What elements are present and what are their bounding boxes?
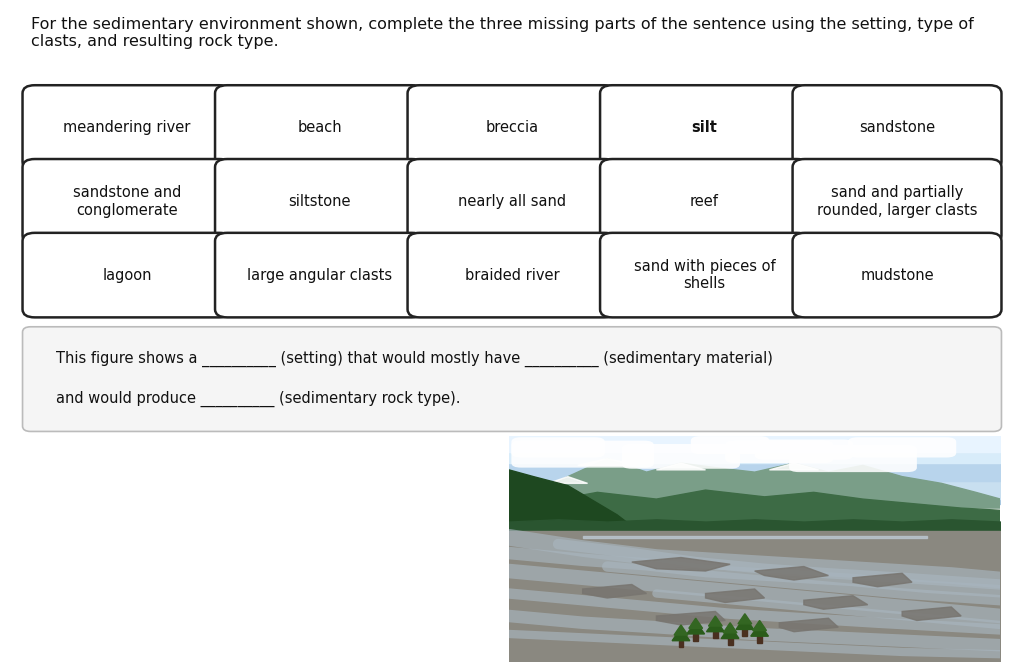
Text: sand and partially
rounded, larger clasts: sand and partially rounded, larger clast… bbox=[817, 185, 977, 217]
FancyBboxPatch shape bbox=[793, 159, 1001, 244]
Polygon shape bbox=[656, 463, 706, 470]
FancyBboxPatch shape bbox=[215, 159, 424, 244]
FancyBboxPatch shape bbox=[790, 445, 916, 472]
Polygon shape bbox=[728, 639, 732, 646]
Text: sandstone: sandstone bbox=[859, 120, 935, 135]
Polygon shape bbox=[713, 631, 718, 639]
Polygon shape bbox=[723, 623, 737, 633]
FancyBboxPatch shape bbox=[755, 440, 853, 460]
Text: braided river: braided river bbox=[465, 268, 559, 282]
Polygon shape bbox=[632, 558, 730, 571]
Polygon shape bbox=[804, 596, 867, 609]
FancyBboxPatch shape bbox=[848, 437, 956, 458]
Polygon shape bbox=[706, 589, 765, 603]
Polygon shape bbox=[674, 625, 688, 635]
Text: lagoon: lagoon bbox=[102, 268, 152, 282]
FancyBboxPatch shape bbox=[23, 85, 231, 170]
Text: This figure shows a __________ (setting) that would mostly have __________ (sedi: This figure shows a __________ (setting)… bbox=[56, 351, 773, 367]
Polygon shape bbox=[707, 619, 724, 631]
FancyBboxPatch shape bbox=[23, 233, 231, 317]
FancyBboxPatch shape bbox=[793, 233, 1001, 317]
Polygon shape bbox=[755, 566, 828, 580]
Text: and would produce __________ (sedimentary rock type).: and would produce __________ (sedimentar… bbox=[56, 391, 461, 407]
Polygon shape bbox=[757, 636, 762, 643]
Text: large angular clasts: large angular clasts bbox=[247, 268, 392, 282]
Polygon shape bbox=[769, 463, 818, 470]
Polygon shape bbox=[738, 614, 752, 624]
Polygon shape bbox=[902, 607, 962, 621]
Text: For the sedimentary environment shown, complete the three missing parts of the s: For the sedimentary environment shown, c… bbox=[31, 17, 974, 49]
Polygon shape bbox=[689, 618, 702, 628]
Polygon shape bbox=[853, 573, 912, 586]
Text: sandstone and
conglomerate: sandstone and conglomerate bbox=[73, 185, 181, 217]
Polygon shape bbox=[578, 459, 637, 466]
FancyBboxPatch shape bbox=[23, 327, 1001, 431]
Polygon shape bbox=[548, 476, 588, 483]
FancyBboxPatch shape bbox=[511, 437, 605, 458]
Text: silt: silt bbox=[691, 120, 718, 135]
Text: mudstone: mudstone bbox=[860, 268, 934, 282]
FancyBboxPatch shape bbox=[215, 233, 424, 317]
Polygon shape bbox=[656, 611, 725, 625]
Polygon shape bbox=[509, 459, 1000, 508]
Polygon shape bbox=[509, 470, 646, 661]
FancyBboxPatch shape bbox=[215, 85, 424, 170]
FancyBboxPatch shape bbox=[600, 233, 809, 317]
Polygon shape bbox=[693, 634, 698, 641]
Polygon shape bbox=[509, 490, 1000, 526]
FancyBboxPatch shape bbox=[600, 85, 809, 170]
FancyBboxPatch shape bbox=[691, 436, 769, 454]
FancyBboxPatch shape bbox=[725, 441, 834, 463]
Text: siltstone: siltstone bbox=[288, 194, 351, 209]
FancyBboxPatch shape bbox=[622, 444, 740, 469]
Polygon shape bbox=[753, 621, 767, 631]
Text: sand with pieces of
shells: sand with pieces of shells bbox=[634, 259, 775, 291]
Text: nearly all sand: nearly all sand bbox=[458, 194, 566, 209]
Polygon shape bbox=[779, 618, 839, 631]
Polygon shape bbox=[687, 621, 705, 634]
FancyBboxPatch shape bbox=[408, 85, 616, 170]
Text: beach: beach bbox=[297, 120, 342, 135]
FancyBboxPatch shape bbox=[793, 85, 1001, 170]
Polygon shape bbox=[736, 617, 754, 629]
FancyBboxPatch shape bbox=[23, 159, 231, 244]
FancyBboxPatch shape bbox=[408, 233, 616, 317]
Polygon shape bbox=[672, 628, 690, 641]
Polygon shape bbox=[709, 616, 722, 626]
FancyBboxPatch shape bbox=[600, 159, 809, 244]
Polygon shape bbox=[742, 629, 748, 636]
FancyBboxPatch shape bbox=[511, 441, 654, 468]
Polygon shape bbox=[583, 584, 646, 598]
FancyBboxPatch shape bbox=[408, 159, 616, 244]
Polygon shape bbox=[751, 624, 768, 636]
Polygon shape bbox=[721, 626, 739, 639]
Polygon shape bbox=[679, 641, 683, 648]
Text: meandering river: meandering river bbox=[63, 120, 190, 135]
Text: reef: reef bbox=[690, 194, 719, 209]
Text: breccia: breccia bbox=[485, 120, 539, 135]
